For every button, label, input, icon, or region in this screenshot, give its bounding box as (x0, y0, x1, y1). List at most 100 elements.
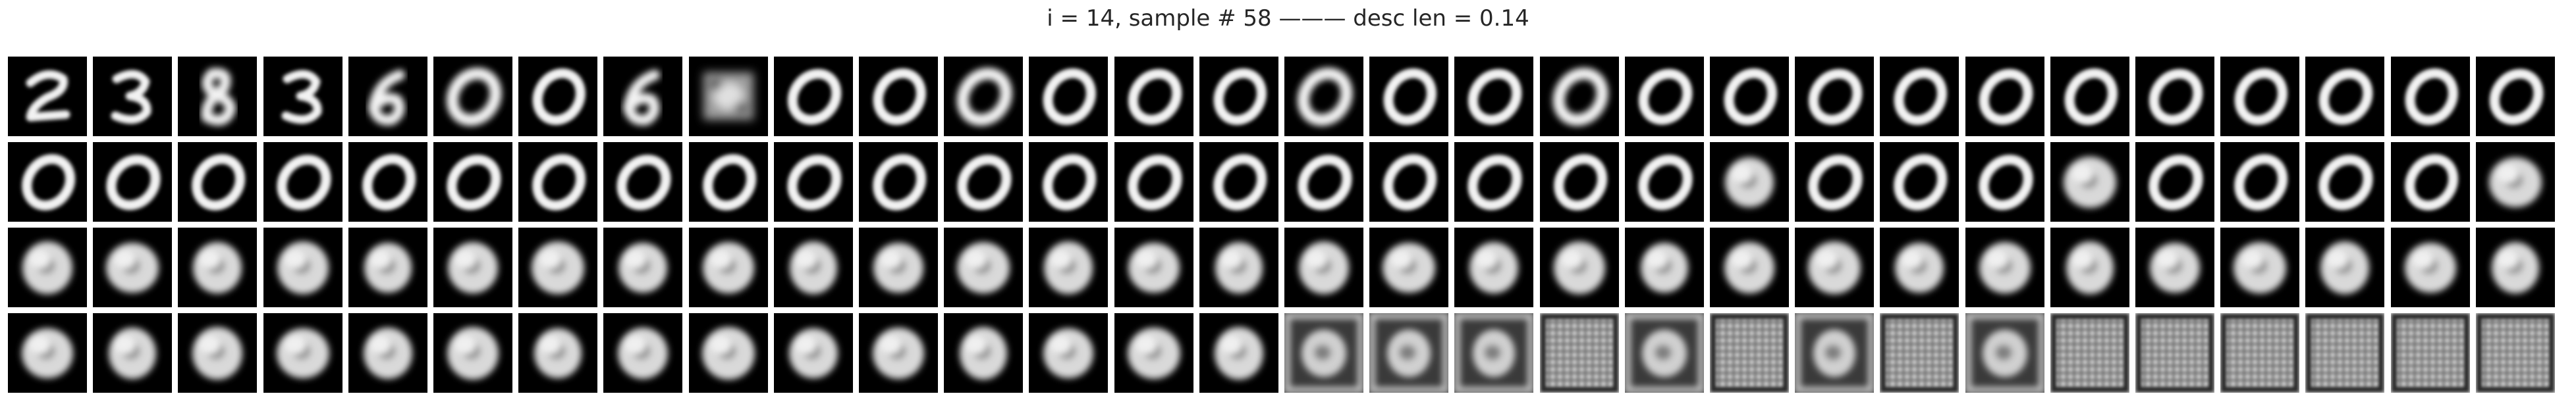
image-tile (1795, 142, 1874, 222)
image-tile (2135, 228, 2214, 307)
image-tile (1795, 313, 1874, 393)
image-tile (2305, 142, 2384, 222)
image-tile (263, 228, 343, 307)
image-tile (1284, 228, 1363, 307)
image-tile (1454, 228, 1533, 307)
image-tile (1454, 57, 1533, 136)
image-tile (1284, 142, 1363, 222)
image-tile (2391, 57, 2470, 136)
image-tile (2476, 228, 2555, 307)
image-tile (518, 142, 597, 222)
image-tile (93, 228, 172, 307)
image-tile (2220, 57, 2299, 136)
image-tile (689, 228, 768, 307)
image-tile (1454, 142, 1533, 222)
image-tile (2476, 313, 2555, 393)
image-tile (93, 142, 172, 222)
image-tile (1965, 228, 2044, 307)
image-tile (433, 57, 512, 136)
image-tile (1965, 142, 2044, 222)
image-tile (348, 142, 427, 222)
image-tile (1710, 313, 1789, 393)
image-tile (348, 57, 427, 136)
image-row-1 (8, 57, 2561, 136)
image-tile (178, 57, 257, 136)
image-tile (1540, 142, 1619, 222)
image-tile (603, 313, 682, 393)
image-tile (603, 142, 682, 222)
image-tile (433, 228, 512, 307)
image-tile (1284, 57, 1363, 136)
image-tile (2476, 142, 2555, 222)
image-tile (1880, 142, 1959, 222)
image-tile (1284, 313, 1363, 393)
image-tile (774, 142, 853, 222)
image-tile (2050, 57, 2129, 136)
image-tile (2305, 313, 2384, 393)
image-tile (1965, 313, 2044, 393)
image-tile (178, 142, 257, 222)
image-tile (2135, 57, 2214, 136)
image-tile (2391, 142, 2470, 222)
image-tile (348, 313, 427, 393)
image-tile (1710, 228, 1789, 307)
image-tile (433, 142, 512, 222)
image-tile (1369, 57, 1448, 136)
image-tile (1029, 142, 1108, 222)
image-tile (689, 57, 768, 136)
image-tile (2135, 142, 2214, 222)
image-tile (1795, 228, 1874, 307)
image-tile (944, 57, 1023, 136)
image-tile (1369, 142, 1448, 222)
image-tile (1369, 228, 1448, 307)
image-tile (1880, 57, 1959, 136)
image-tile (93, 313, 172, 393)
image-tile (1540, 313, 1619, 393)
image-row-3 (8, 228, 2561, 307)
image-tile (1199, 313, 1278, 393)
figure-title: i = 14, sample # 58 ——— desc len = 0.14 (1047, 5, 1529, 32)
image-tile (178, 228, 257, 307)
image-tile (2050, 313, 2129, 393)
image-tile (603, 57, 682, 136)
image-tile (1114, 313, 1193, 393)
image-tile (1029, 228, 1108, 307)
image-tile (859, 142, 938, 222)
image-tile (2391, 228, 2470, 307)
image-tile (1625, 57, 1704, 136)
image-tile (1114, 142, 1193, 222)
image-tile (8, 57, 87, 136)
image-tile (1199, 142, 1278, 222)
image-tile (518, 228, 597, 307)
image-tile (859, 57, 938, 136)
image-tile (689, 313, 768, 393)
image-tile (1710, 57, 1789, 136)
image-tile (518, 57, 597, 136)
image-tile (1540, 228, 1619, 307)
image-tile (774, 313, 853, 393)
image-tile (8, 142, 87, 222)
image-tile (1710, 142, 1789, 222)
image-tile (8, 228, 87, 307)
image-tile (263, 313, 343, 393)
image-tile (944, 313, 1023, 393)
image-tile (2050, 142, 2129, 222)
image-tile (859, 228, 938, 307)
image-tile (774, 57, 853, 136)
image-tile (944, 142, 1023, 222)
image-tile (1029, 313, 1108, 393)
image-tile (2476, 57, 2555, 136)
image-tile (774, 228, 853, 307)
image-tile (1114, 228, 1193, 307)
image-tile (1625, 142, 1704, 222)
image-tile (1454, 313, 1533, 393)
image-tile (2305, 57, 2384, 136)
image-tile (1369, 313, 1448, 393)
image-tile (2220, 228, 2299, 307)
image-row-4 (8, 313, 2561, 393)
image-tile (1965, 57, 2044, 136)
image-tile (944, 228, 1023, 307)
image-tile (1795, 57, 1874, 136)
image-tile (93, 57, 172, 136)
image-tile (1540, 57, 1619, 136)
